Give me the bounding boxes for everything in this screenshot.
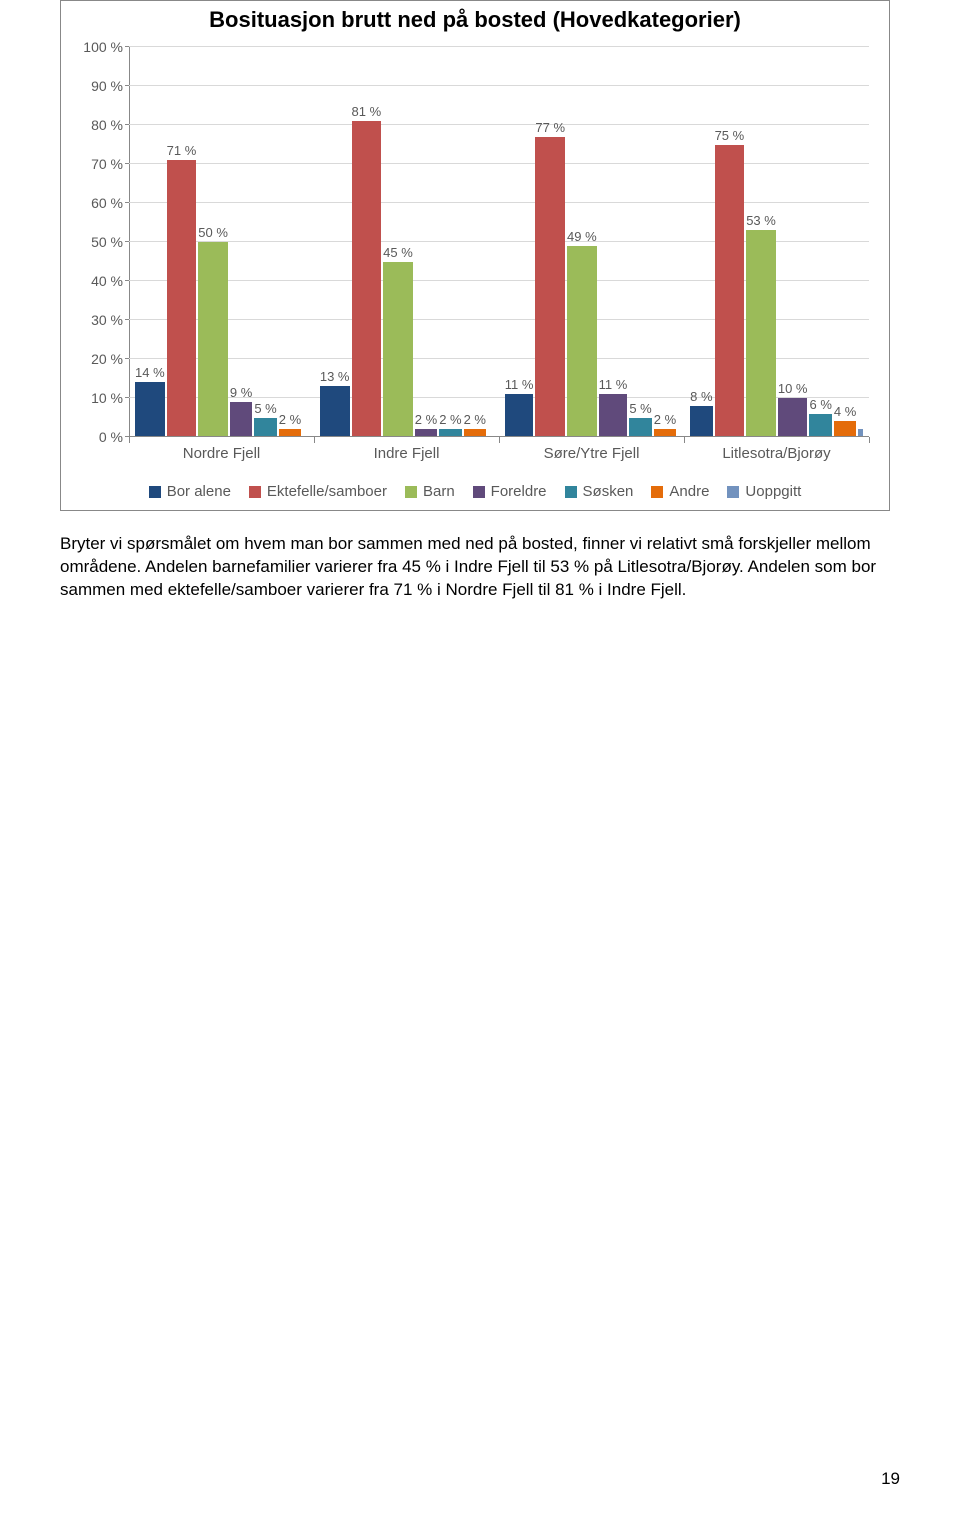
bar-value-label: 10 %	[778, 381, 808, 396]
legend-item: Foreldre	[473, 483, 547, 500]
bar-value-label: 9 %	[230, 385, 252, 400]
bar-value-label: 2 %	[464, 412, 486, 427]
y-axis: 0 %10 %20 %30 %40 %50 %60 %70 %80 %90 %1…	[71, 47, 129, 437]
bar-value-label: 5 %	[629, 401, 651, 416]
bar-group: 8 % 75 % 53 % 10 %6 %4 %	[684, 47, 869, 437]
bar	[629, 418, 651, 438]
body-paragraph: Bryter vi spørsmålet om hvem man bor sam…	[60, 533, 890, 602]
y-tick-label: 10 %	[91, 390, 123, 406]
bar	[690, 406, 712, 437]
bar	[230, 402, 252, 437]
legend-swatch	[249, 486, 261, 498]
x-axis-category-label: Litlesotra/Bjorøy	[684, 437, 869, 477]
bar-value-label: 11 %	[599, 377, 628, 392]
bar-value-label: 2 %	[654, 412, 676, 427]
bar-value-label: 2 %	[279, 412, 301, 427]
legend-item: Andre	[651, 483, 709, 500]
legend-label: Bor alene	[167, 483, 231, 500]
bar-group: 13 %81 %45 %2 %2 %2 %	[314, 47, 499, 437]
y-tick-label: 0 %	[99, 429, 123, 445]
y-tick-label: 70 %	[91, 156, 123, 172]
bar	[567, 246, 597, 437]
bar-value-label: 11 %	[505, 377, 534, 392]
legend-label: Foreldre	[491, 483, 547, 500]
bar	[352, 121, 382, 437]
legend-item: Søsken	[565, 483, 634, 500]
bar-value-label: 45 %	[383, 245, 413, 260]
legend-swatch	[149, 486, 161, 498]
bar-value-label: 2 %	[439, 412, 461, 427]
legend-item: Bor alene	[149, 483, 231, 500]
chart-container: Bosituasjon brutt ned på bosted (Hovedka…	[60, 0, 890, 511]
bar-group: 11 %77 %49 %11 %5 %2 %	[499, 47, 684, 437]
chart-title: Bosituasjon brutt ned på bosted (Hovedka…	[61, 1, 889, 37]
y-tick-label: 40 %	[91, 273, 123, 289]
y-tick-label: 80 %	[91, 117, 123, 133]
legend-swatch	[651, 486, 663, 498]
bar	[778, 398, 808, 437]
page-number: 19	[881, 1469, 900, 1489]
y-tick-label: 50 %	[91, 234, 123, 250]
legend-swatch	[565, 486, 577, 498]
legend-item: Barn	[405, 483, 455, 500]
bar	[383, 262, 413, 438]
legend-label: Søsken	[583, 483, 634, 500]
legend-swatch	[473, 486, 485, 498]
bar-value-label: 77 %	[535, 120, 565, 135]
bar-value-label: 49 %	[567, 229, 597, 244]
bar	[746, 230, 776, 437]
legend: Bor alene Ektefelle/samboer Barn Foreldre Sø…	[61, 477, 889, 510]
legend-label: Barn	[423, 483, 455, 500]
x-axis-category-label: Nordre Fjell	[129, 437, 314, 477]
bar	[167, 160, 197, 437]
x-axis-category-label: Søre/Ytre Fjell	[499, 437, 684, 477]
x-axis-category-label: Indre Fjell	[314, 437, 499, 477]
bar-value-label: 53 %	[746, 213, 776, 228]
bar	[599, 394, 628, 437]
y-tick-label: 60 %	[91, 195, 123, 211]
bar-group: 14 % 71 % 50 % 9 %5 %2 %	[129, 47, 314, 437]
bar-value-label: 5 %	[254, 401, 276, 416]
plot-area: 0 % 10 % 20 % 30 % 40 % 50 % 60 % 70 % 80 % 90 % 1…	[71, 37, 879, 477]
legend-label: Ektefelle/samboer	[267, 483, 387, 500]
legend-label: Andre	[669, 483, 709, 500]
bar-value-label: 2 %	[415, 412, 437, 427]
x-axis-labels: Nordre FjellIndre FjellSøre/Ytre FjellLi…	[129, 437, 869, 477]
y-tick-label: 20 %	[91, 351, 123, 367]
y-tick-label: 100 %	[83, 39, 123, 55]
bar-value-label: 50 %	[198, 225, 228, 240]
bar-value-label: 14 %	[135, 365, 165, 380]
bar-value-label: 13 %	[320, 369, 350, 384]
bar	[254, 418, 276, 438]
bar-value-label: 6 %	[809, 397, 831, 412]
bar-value-label: 8 %	[690, 389, 712, 404]
bar	[809, 414, 831, 437]
bar-value-label: 71 %	[167, 143, 197, 158]
bar	[505, 394, 534, 437]
bar	[535, 137, 565, 437]
legend-item: Uoppgitt	[727, 483, 801, 500]
legend-swatch	[405, 486, 417, 498]
legend-swatch	[727, 486, 739, 498]
y-tick-label: 30 %	[91, 312, 123, 328]
bar	[320, 386, 350, 437]
y-tick-label: 90 %	[91, 78, 123, 94]
bar-value-label: 81 %	[352, 104, 382, 119]
legend-item: Ektefelle/samboer	[249, 483, 387, 500]
bar	[715, 145, 745, 438]
bar	[135, 382, 165, 437]
legend-label: Uoppgitt	[745, 483, 801, 500]
bar	[834, 421, 856, 437]
bar-value-label: 75 %	[715, 128, 745, 143]
bar	[198, 242, 228, 437]
bar-value-label: 4 %	[834, 404, 856, 419]
